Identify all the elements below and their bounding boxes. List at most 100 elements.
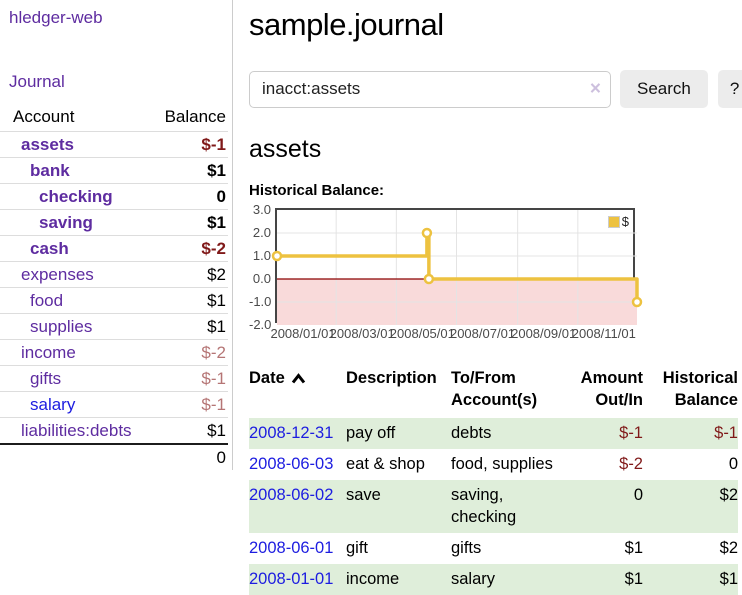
transaction-amount: $1 xyxy=(624,570,643,588)
transaction-amount: 0 xyxy=(633,486,643,504)
x-axis-labels: 2008/01/01 2008/03/01 2008/05/01 2008/07/01… xyxy=(270,323,641,343)
search-field-wrap: × xyxy=(249,70,611,108)
transaction-amount: $-2 xyxy=(619,455,643,473)
transaction-description: save xyxy=(346,486,381,504)
account-row: salary $-1 xyxy=(0,391,228,418)
account-row: cash $-2 xyxy=(0,235,228,262)
register-header-date[interactable]: Date xyxy=(249,365,346,418)
y-tick-label: 0.0 xyxy=(252,271,271,286)
historical-balance-chart: $ 3.0 2.0 1.0 0.0 -1.0 -2.0 2008/01/01 2008/03… xyxy=(249,203,643,343)
account-heading: assets xyxy=(249,135,322,163)
account-row: expenses $2 xyxy=(0,261,228,288)
account-balance: $-2 xyxy=(201,343,226,362)
account-link-supplies[interactable]: supplies xyxy=(30,317,93,336)
transaction-balance: $2 xyxy=(719,539,738,557)
transaction-description: eat & shop xyxy=(346,455,425,473)
legend-label: $ xyxy=(621,214,629,229)
chart-heading: Historical Balance: xyxy=(249,182,385,199)
account-link-food[interactable]: food xyxy=(30,291,64,310)
account-row: supplies $1 xyxy=(0,313,228,340)
y-tick-label: 3.0 xyxy=(252,202,271,217)
sidebar-item-journal[interactable]: Journal xyxy=(9,72,65,91)
y-tick-label: 1.0 xyxy=(252,248,271,263)
register-header-accounts: To/From Account(s) xyxy=(451,369,538,409)
x-tick-label: 2008/03/01 xyxy=(329,326,395,341)
accounts-header-balance: Balance xyxy=(164,107,226,126)
register-row: 2008-06-02 save saving, checking 0 $2 xyxy=(249,480,738,533)
transaction-accounts: food, supplies xyxy=(451,455,553,473)
accounts-header-account: Account xyxy=(13,107,75,126)
transaction-date-link[interactable]: 2008-06-01 xyxy=(249,539,334,557)
register-header-amount: Amount Out/In xyxy=(580,369,643,409)
search-input[interactable] xyxy=(249,70,611,108)
y-tick-label: -2.0 xyxy=(249,317,272,332)
sidebar: hledger-web Journal Account Balance asse… xyxy=(0,0,233,470)
register-header-date-label: Date xyxy=(249,369,285,387)
transaction-date-link[interactable]: 2008-01-01 xyxy=(249,570,334,588)
transaction-description: gift xyxy=(346,539,369,557)
account-balance: 0 xyxy=(216,187,226,206)
accounts-total-value: 0 xyxy=(153,443,228,470)
account-balance: $-1 xyxy=(201,369,226,388)
transaction-accounts: salary xyxy=(451,570,496,588)
account-row: food $1 xyxy=(0,287,228,314)
register-row: 2008-01-01 income salary $1 $1 xyxy=(249,564,738,595)
search-help-button[interactable]: ? xyxy=(717,70,742,108)
x-tick-label: 2008/09/01 xyxy=(511,326,577,341)
brand-link[interactable]: hledger-web xyxy=(9,8,103,27)
register-table: Date Description To/From Account(s) Amou… xyxy=(249,365,738,595)
transaction-date-link[interactable]: 2008-06-02 xyxy=(249,486,334,504)
x-tick-label: 2008/05/01 xyxy=(389,326,455,341)
account-link-saving[interactable]: saving xyxy=(39,213,93,232)
account-row: income $-2 xyxy=(0,339,228,366)
y-tick-label: 2.0 xyxy=(252,225,271,240)
transaction-date-link[interactable]: 2008-06-03 xyxy=(249,455,334,473)
account-row: liabilities:debts $1 xyxy=(0,417,228,445)
account-link-liabilities-debts[interactable]: liabilities:debts xyxy=(21,421,132,440)
account-link-gifts[interactable]: gifts xyxy=(30,369,62,388)
transaction-description: income xyxy=(346,570,400,588)
main-content: sample.journal × Search ? assets Histori… xyxy=(233,0,742,595)
transaction-amount: $1 xyxy=(624,539,643,557)
transaction-date-link[interactable]: 2008-12-31 xyxy=(249,424,334,442)
accounts-header-row: Account Balance xyxy=(0,105,228,132)
chart-plot-area: $ xyxy=(271,208,643,325)
accounts-total-row: 0 xyxy=(0,443,228,470)
account-row: checking 0 xyxy=(0,183,228,210)
register-header-balance: Historical Balance xyxy=(662,369,738,409)
x-tick-label: 2008/01/01 xyxy=(270,326,336,341)
accounts-table: Account Balance assets $-1 bank $1 check… xyxy=(0,105,228,470)
y-tick-label: -1.0 xyxy=(249,294,272,309)
account-link-assets[interactable]: assets xyxy=(21,135,74,154)
account-balance: $1 xyxy=(207,317,226,336)
clear-search-icon[interactable]: × xyxy=(589,78,601,100)
account-link-expenses[interactable]: expenses xyxy=(21,265,94,284)
account-link-salary[interactable]: salary xyxy=(30,395,76,414)
transaction-accounts: saving, checking xyxy=(451,486,517,526)
account-balance: $1 xyxy=(207,213,226,232)
transaction-balance: $2 xyxy=(719,486,738,504)
account-balance: $-2 xyxy=(201,239,226,258)
account-balance: $1 xyxy=(207,421,226,440)
account-balance: $1 xyxy=(207,161,226,180)
account-row: gifts $-1 xyxy=(0,365,228,392)
account-link-income[interactable]: income xyxy=(21,343,76,362)
register-row: 2008-06-01 gift gifts $1 $2 xyxy=(249,533,738,564)
accounts-total-spacer xyxy=(0,443,154,470)
chart-plot-svg xyxy=(271,210,643,325)
account-balance: $-1 xyxy=(201,135,226,154)
search-button[interactable]: Search xyxy=(620,70,708,108)
transaction-description: pay off xyxy=(346,424,396,442)
account-link-checking[interactable]: checking xyxy=(39,187,113,206)
transaction-amount: $-1 xyxy=(619,424,643,442)
register-row: 2008-12-31 pay off debts $-1 $-1 xyxy=(249,418,738,449)
account-link-bank[interactable]: bank xyxy=(30,161,70,180)
x-tick-label: 2008/07/01 xyxy=(449,326,516,341)
account-balance: $-1 xyxy=(201,395,226,414)
account-link-cash[interactable]: cash xyxy=(30,239,69,258)
register-header-description: Description xyxy=(346,369,437,387)
sort-ascending-icon xyxy=(291,373,305,384)
x-tick-label: 2008/11/01 xyxy=(571,326,636,341)
account-balance: $2 xyxy=(207,265,226,284)
